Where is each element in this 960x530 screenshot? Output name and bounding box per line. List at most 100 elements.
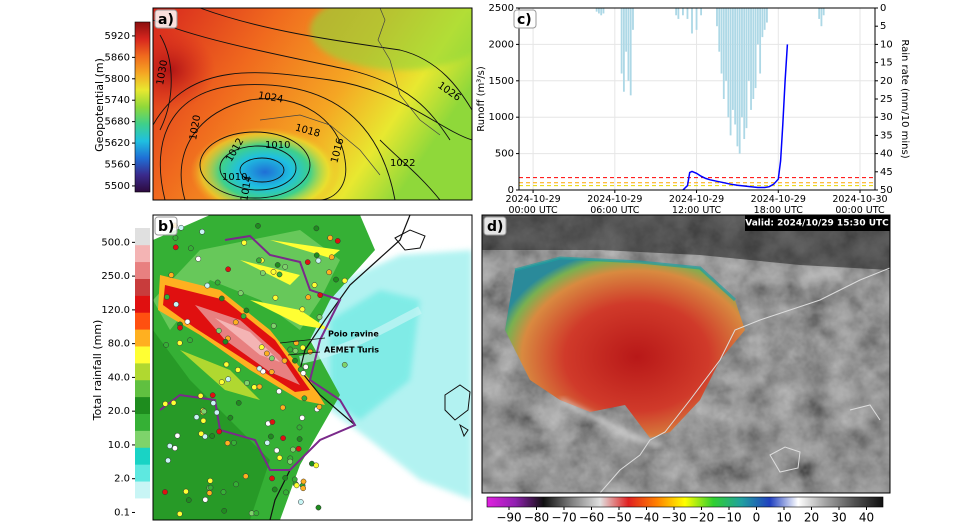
gauge-dot xyxy=(333,276,339,283)
gauge-dot xyxy=(299,344,306,351)
rain-bar xyxy=(700,8,702,16)
y-tick-label: 500 xyxy=(495,149,514,160)
colorbar-tick-label: 40.0 xyxy=(108,372,130,383)
plot-frame xyxy=(518,7,876,191)
gauge-dot xyxy=(172,244,179,251)
rain-bar xyxy=(625,8,628,52)
colorbar-tick-label: −20 xyxy=(689,511,714,525)
gauge-dot xyxy=(221,507,228,514)
gauge-dot xyxy=(251,384,258,391)
y2-tick-label: 30 xyxy=(880,112,893,123)
colorbar-tick-label: 500.0 xyxy=(101,237,130,248)
colorbar-label: Geopotential (m) xyxy=(93,58,106,152)
rain-bar xyxy=(620,8,623,74)
gauge-dot xyxy=(300,485,307,492)
annotation: AEMET Turis xyxy=(324,346,379,355)
colorbar-tick-label: 5620 xyxy=(105,138,130,149)
colorbar-segment xyxy=(135,447,150,465)
gauge-dot xyxy=(315,257,322,264)
gauge-dot xyxy=(297,499,304,505)
rain-bar xyxy=(691,8,693,34)
gauge-dot xyxy=(296,424,303,431)
colorbar-label: Total rainfall (mm) xyxy=(91,320,104,422)
rain-bar xyxy=(598,8,600,14)
rain-bar xyxy=(677,8,680,19)
rain-bar xyxy=(756,8,759,45)
rain-bar xyxy=(720,8,723,74)
colorbar-tick-label: 5920 xyxy=(105,31,130,42)
colorbar-segment xyxy=(135,244,150,263)
gauge-dot xyxy=(173,301,179,308)
rain-bar xyxy=(734,8,737,125)
contour-label: 1020 xyxy=(188,114,203,141)
rain-bar xyxy=(695,8,698,30)
colorbar-tick-label: 0 xyxy=(753,511,761,525)
gauge-dot xyxy=(263,350,270,357)
rain-bar xyxy=(745,8,748,129)
gauge-dot xyxy=(204,282,211,289)
gauge-dot xyxy=(224,440,231,446)
x-tick-label: 2024-10-29 06:00 UTC xyxy=(587,194,642,216)
panel-letter: c) xyxy=(513,9,537,29)
colorbar-tick-label: −30 xyxy=(661,511,686,525)
gauge-dot xyxy=(162,401,169,407)
gauge-dot xyxy=(276,388,282,395)
gauge-dot xyxy=(227,414,234,421)
gauge-dot xyxy=(299,415,305,421)
colorbar-tick-label: 30 xyxy=(831,511,846,525)
y2-tick-label: 10 xyxy=(880,39,893,50)
x-tick-label: 2024-10-29 18:00 UTC xyxy=(751,194,806,216)
colorbar-tick-label: −90 xyxy=(496,511,521,525)
gauge-dot xyxy=(272,294,279,301)
gauge-dot xyxy=(216,428,223,435)
rain-bar xyxy=(754,8,757,89)
gauge-dot xyxy=(302,364,309,370)
gauge-dot xyxy=(313,225,320,232)
gauge-dot xyxy=(207,484,214,491)
colorbar-tick-label: 10 xyxy=(776,511,791,525)
gauge-dot xyxy=(268,433,274,440)
gauge-dot xyxy=(223,361,230,368)
gauge-dot xyxy=(269,355,275,362)
colorbar-tick-label: 0.1 xyxy=(114,507,130,518)
panel-letter-box xyxy=(154,216,178,236)
rain-bar xyxy=(818,8,821,19)
gauge-dot xyxy=(260,368,266,375)
gauge-dot xyxy=(311,282,318,288)
colorbar xyxy=(486,496,884,508)
gauge-dot xyxy=(264,439,271,446)
gauge-dot xyxy=(282,263,288,270)
gauge-dot xyxy=(282,475,289,481)
gauge-dot xyxy=(290,446,296,453)
rain-bar xyxy=(602,8,605,14)
colorbar-tick-label: 120.0 xyxy=(101,305,130,316)
rain-bar xyxy=(766,8,768,23)
rainfall-map: Poio ravine AEMET Turis xyxy=(153,215,472,520)
gauge-dot xyxy=(256,257,262,264)
gauge-dot xyxy=(269,419,276,425)
gauge-dot xyxy=(341,277,348,284)
colorbar-tick-label: −60 xyxy=(579,511,604,525)
gauge-dot xyxy=(292,348,299,354)
gauge-dot xyxy=(317,292,324,299)
gauge-dot xyxy=(256,383,263,390)
contour-label: 1010 xyxy=(265,140,290,151)
rain-bar xyxy=(686,8,689,19)
gauge-dot xyxy=(235,367,241,373)
y-tick-label: 1500 xyxy=(489,76,514,87)
x-tick-label: 2024-10-30 00:00 UTC xyxy=(832,194,887,216)
rain-bar xyxy=(716,8,718,27)
gauge-dot xyxy=(162,489,168,495)
panel-letter-text: a) xyxy=(158,12,174,28)
colorbar-segment xyxy=(135,312,150,330)
gauge-dot xyxy=(170,399,177,406)
gauge-dot xyxy=(280,435,286,441)
gauge-dot xyxy=(279,404,286,411)
y2-tick-label: 50 xyxy=(880,185,893,196)
gauge-dot xyxy=(168,272,175,278)
panel-frame xyxy=(481,214,891,494)
panel-letter: d) xyxy=(483,216,507,236)
gauge-dot xyxy=(300,370,307,376)
gauge-dot xyxy=(287,346,294,353)
